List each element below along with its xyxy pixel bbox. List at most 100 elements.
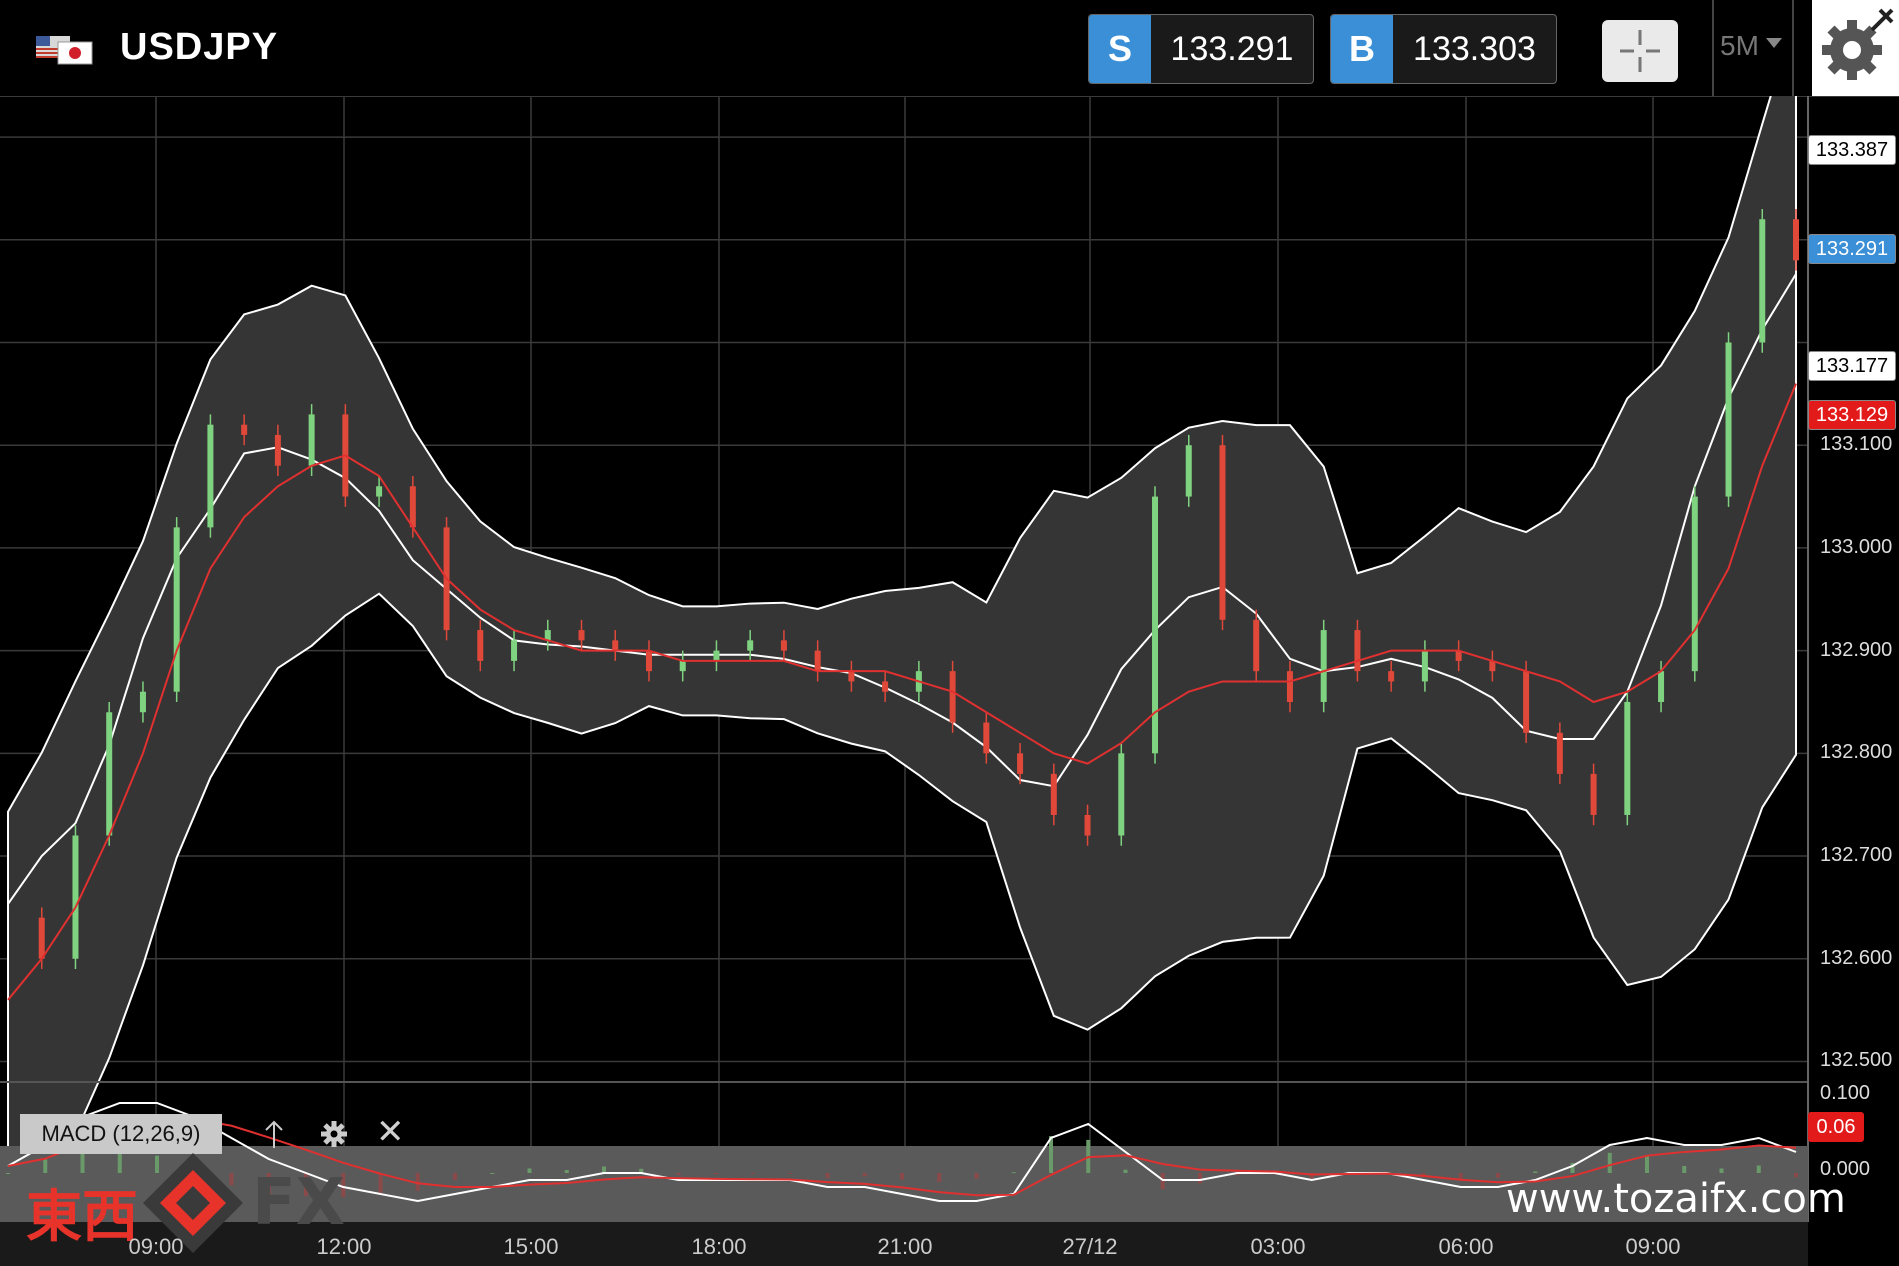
price-tick: 133.000 xyxy=(1820,535,1893,558)
macd-histogram-bar xyxy=(825,1173,830,1178)
macd-line xyxy=(7,1102,1797,1203)
macd-histogram-bar xyxy=(1756,1165,1761,1173)
candle-body xyxy=(1253,619,1260,672)
candle-body xyxy=(713,650,720,661)
top-toolbar: USDJPY S 133.291 B 133.303 5M xyxy=(0,0,1899,97)
chevron-down-icon[interactable] xyxy=(1766,38,1782,48)
time-axis-label: 06:00 xyxy=(1438,1234,1494,1259)
macd-histogram-bar xyxy=(1533,1171,1538,1173)
candle-body xyxy=(173,527,180,692)
moving-average-line xyxy=(7,383,1797,1001)
toolbar-divider xyxy=(1712,0,1714,96)
macd-histogram-bar xyxy=(1645,1155,1649,1173)
price-tick: 132.800 xyxy=(1820,741,1893,764)
us-jp-flag-icon xyxy=(36,36,93,65)
candle-body xyxy=(1691,496,1698,672)
crosshair-icon xyxy=(1620,30,1660,72)
macd-histogram-bar xyxy=(676,1173,681,1175)
tozai-logo-icon xyxy=(143,1153,243,1253)
symbol-title[interactable]: USDJPY xyxy=(120,26,279,68)
watermark-kanji: 東西 xyxy=(26,1185,138,1250)
sell-side-label: S xyxy=(1089,15,1151,83)
candle-body xyxy=(1320,630,1327,702)
price-tick: 132.900 xyxy=(1820,638,1893,661)
candle-body xyxy=(1118,753,1125,836)
macd-histogram-bar xyxy=(415,1173,420,1191)
candle-body xyxy=(882,681,889,692)
macd-histogram-bar xyxy=(117,1146,122,1173)
candle-body xyxy=(747,640,754,651)
sell-price: 133.291 xyxy=(1170,29,1294,68)
macd-histogram-bar xyxy=(304,1173,308,1197)
candle-body xyxy=(1421,650,1428,682)
macd-histogram-bar xyxy=(155,1155,159,1173)
macd-histogram-bar xyxy=(937,1173,942,1182)
time-axis-label: 18:00 xyxy=(691,1234,747,1259)
candle-body xyxy=(1017,753,1024,774)
timeframe-select[interactable]: 5M xyxy=(1720,30,1759,61)
macd-histogram-bar xyxy=(713,1173,718,1175)
candle-body xyxy=(645,650,652,672)
time-axis-label: 15:00 xyxy=(503,1234,559,1259)
time-axis-label: 12:00 xyxy=(316,1234,372,1259)
macd-histogram-bar xyxy=(266,1173,271,1195)
watermark-url: www.tozaifx.com xyxy=(1506,1176,1846,1222)
time-axis-label: 03:00 xyxy=(1250,1234,1306,1259)
macd-histogram-bar xyxy=(80,1145,85,1173)
time-axis-band xyxy=(0,1222,1808,1266)
candle-body xyxy=(38,917,45,959)
candle-body xyxy=(1354,630,1361,672)
macd-histogram-bar xyxy=(1160,1173,1165,1190)
macd-histogram-bar xyxy=(1123,1169,1128,1173)
macd-histogram-bar xyxy=(1719,1168,1724,1173)
macd-histogram xyxy=(6,1136,1798,1198)
buy-button[interactable]: B 133.303 xyxy=(1330,14,1557,84)
candle-body xyxy=(477,630,484,661)
buy-price: 133.303 xyxy=(1413,29,1536,68)
candle-body xyxy=(780,640,787,651)
candle-body xyxy=(1590,773,1597,815)
price-label: 133.291 xyxy=(1808,234,1896,265)
candle-body xyxy=(1624,701,1631,815)
macd-zero-band xyxy=(0,1146,1808,1222)
macd-histogram-bar xyxy=(564,1170,569,1173)
macd-histogram-bar xyxy=(602,1166,606,1173)
sell-button[interactable]: S 133.291 xyxy=(1088,14,1314,84)
price-tick: 133.100 xyxy=(1820,433,1893,456)
macd-current-label: 0.06 xyxy=(1808,1112,1864,1142)
candle-body xyxy=(578,630,585,641)
price-chart[interactable] xyxy=(0,96,1899,1266)
candle-body xyxy=(848,671,855,682)
macd-signal-line xyxy=(7,1118,1797,1197)
candle-body xyxy=(949,671,956,723)
candle-body xyxy=(1489,660,1496,672)
macd-histogram-bar xyxy=(862,1173,867,1177)
macd-histogram-bar xyxy=(1011,1172,1016,1174)
macd-histogram-bar xyxy=(1682,1166,1687,1173)
macd-histogram-bar xyxy=(490,1172,495,1174)
candle-body xyxy=(274,434,281,466)
candle-body xyxy=(1455,650,1462,661)
candle-body xyxy=(139,691,146,713)
settings-button[interactable] xyxy=(1812,0,1899,96)
candle-body xyxy=(376,486,383,497)
macd-histogram-bar xyxy=(900,1173,904,1180)
crosshair-button[interactable] xyxy=(1602,20,1678,82)
price-label: 133.129 xyxy=(1808,400,1896,431)
macd-indicator-label[interactable]: MACD (12,26,9) xyxy=(20,1114,222,1154)
macd-tick-0100: 0.100 xyxy=(1820,1082,1871,1104)
arrow-up-icon[interactable] xyxy=(262,1118,286,1150)
time-axis-label: 09:00 xyxy=(128,1234,184,1259)
price-tick: 132.700 xyxy=(1820,844,1893,867)
watermark-fx: FX xyxy=(252,1166,346,1240)
macd-histogram-bar xyxy=(6,1173,10,1174)
price-label: 133.177 xyxy=(1808,351,1896,382)
candle-body xyxy=(511,640,518,661)
close-icon[interactable]: ✕ xyxy=(376,1113,405,1151)
candle-body xyxy=(1725,342,1732,497)
candle-body xyxy=(1286,671,1293,702)
price-tick: 132.600 xyxy=(1820,946,1893,969)
candle-body xyxy=(544,630,551,641)
gear-icon[interactable] xyxy=(318,1118,350,1150)
bollinger-band xyxy=(7,96,1797,1190)
